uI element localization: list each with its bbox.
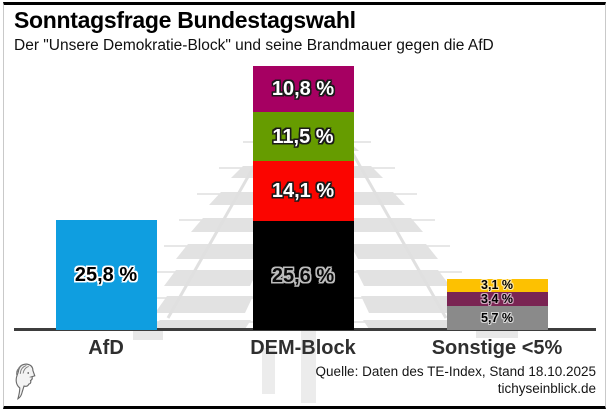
bar-value-label: 25,8 %: [74, 264, 138, 286]
bar-value-label: 14,1 %: [271, 180, 335, 202]
category-label: DEM-Block: [250, 337, 356, 359]
bar-value-label: 10,8 %: [271, 78, 335, 100]
category-label: Sonstige <5%: [431, 337, 563, 359]
bar-value-label: 5,7 %: [481, 310, 513, 325]
bar-segment: 14,1 %: [252, 161, 354, 221]
bar-value-label: 3,4 %: [481, 291, 513, 306]
tichys-einblick-logo: [15, 363, 36, 400]
bar-segment: 3,4 %: [446, 291, 548, 306]
bar-segment: 5,7 %: [446, 306, 548, 330]
bar-segment: 3,1 %: [446, 278, 548, 293]
category-label: AfD: [88, 337, 124, 359]
bar-segment: 25,6 %: [252, 221, 354, 330]
bar-value-label: 3,1 %: [481, 278, 513, 293]
source-line2: tichyseinblick.de: [497, 380, 596, 396]
bar-segment: 11,5 %: [252, 112, 354, 161]
page-title: Sonntagsfrage Bundestagswahl: [14, 7, 356, 33]
source-text: Quelle: Daten des TE-Index, Stand 18.10.…: [316, 364, 596, 397]
bar-segment: 10,8 %: [252, 66, 354, 112]
bar-segment: 25,8 %: [55, 220, 157, 330]
bar-value-label: 25,6 %: [271, 264, 335, 287]
bar-column: 10,8 % 11,5 % 14,1 % 25,6 %: [252, 66, 354, 330]
page-subtitle: Der "Unsere Demokratie-Block" und seine …: [14, 37, 494, 54]
bar-column: 3,1 % 3,4 % 5,7 %: [446, 278, 548, 330]
source-line1: Quelle: Daten des TE-Index, Stand 18.10.…: [315, 364, 596, 379]
bar-column: 25,8 %: [55, 220, 157, 330]
bar-value-label: 11,5 %: [272, 125, 334, 148]
